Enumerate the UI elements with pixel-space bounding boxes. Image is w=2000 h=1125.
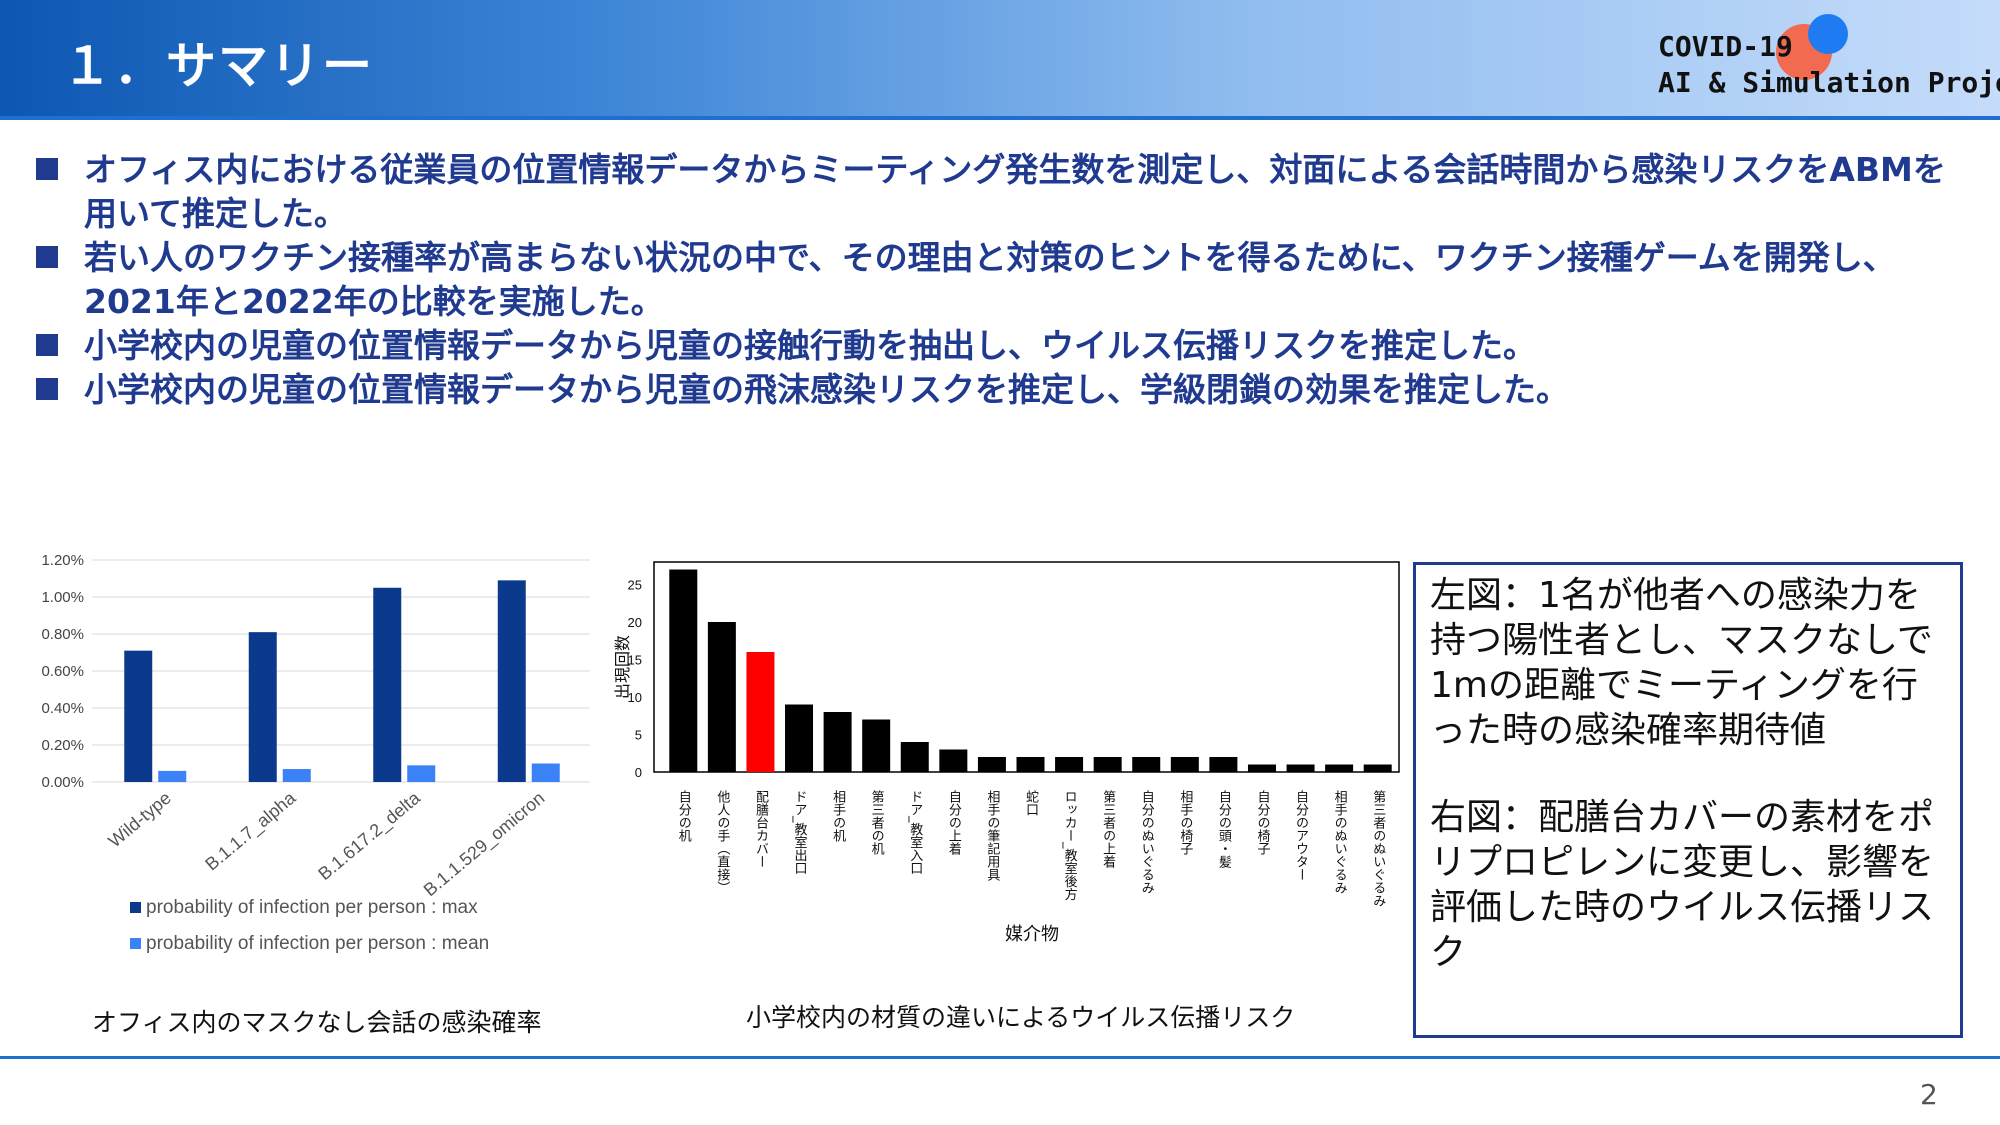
bar (862, 719, 891, 772)
logo-blue-dot-icon (1808, 14, 1848, 54)
y-tick-label: 0 (635, 765, 642, 780)
summary-item: 小学校内の児童の位置情報データから児童の接触行動を抽出し、ウイルス伝播リスクを推… (28, 324, 1978, 368)
bar (1132, 757, 1161, 772)
bar (1247, 764, 1276, 772)
summary-text: オフィス内における従業員の位置情報データからミーティング発生数を測定し、対面によ… (84, 150, 1946, 233)
bar (939, 749, 968, 772)
y-tick-label: 25 (628, 578, 642, 593)
bar-mean (531, 763, 560, 782)
bullet-square-icon (36, 334, 58, 356)
x-tick-label: Wild-type (105, 788, 175, 852)
x-tick-label: 第三者の上着 (1100, 790, 1116, 869)
x-axis-label: 媒介物 (1005, 924, 1059, 945)
y-tick-label: 10 (628, 690, 642, 705)
bar-max (248, 632, 277, 782)
transmission-medium-chart: 0 5 10 15 20 25 自分の机 他人の手（直接） 配膳台カバー ドア_教室出口 相手の机 第… (613, 561, 1400, 945)
bar (1363, 764, 1392, 772)
bar (977, 757, 1006, 772)
project-logo: COVID-19 AI & Simulation Project (1656, 14, 2000, 106)
bar-mean (282, 769, 311, 782)
bar (823, 712, 852, 772)
bar (669, 569, 698, 772)
x-tick-label: ドア_教室出口 (792, 790, 808, 875)
x-tick-label: B.1.1.529_omicron (420, 788, 549, 901)
x-tick-label: 他人の手（直接） (714, 790, 730, 894)
x-tick-label: 相手の筆記用具 (984, 790, 1000, 881)
x-tick-label: ドア_教室入口 (907, 790, 923, 875)
y-tick-label: 0.60% (41, 663, 84, 680)
footer-divider (0, 1056, 2000, 1059)
legend-label: probability of infection per person : ma… (146, 897, 478, 918)
summary-item: 小学校内の児童の位置情報データから児童の飛沫感染リスクを推定し、学級閉鎖の効果を… (28, 368, 1978, 412)
x-tick-label: 自分のぬいぐるみ (1139, 790, 1155, 894)
bar (785, 704, 814, 772)
bar (707, 622, 736, 772)
header-divider (0, 116, 2000, 120)
bar-max (373, 587, 402, 782)
x-tick-label: 相手のぬいぐるみ (1332, 790, 1348, 894)
bar-mean (158, 770, 187, 782)
y-tick-label: 5 (635, 728, 642, 743)
summary-text: 小学校内の児童の位置情報データから児童の接触行動を抽出し、ウイルス伝播リスクを推… (84, 326, 1536, 365)
chart2-caption: 小学校内の材質の違いによるウイルス伝播リスク (746, 1003, 1296, 1032)
y-tick-label: 0.00% (41, 774, 84, 791)
summary-text: 小学校内の児童の位置情報データから児童の飛沫感染リスクを推定し、学級閉鎖の効果を… (84, 370, 1569, 409)
summary-item: 若い人のワクチン接種率が高まらない状況の中で、その理由と対策のヒントを得るために… (28, 236, 1978, 324)
y-axis-label: 出現回数 (613, 635, 632, 699)
x-tick-label: 蛇口 (1023, 790, 1039, 816)
infection-probability-chart: 0.00% 0.20% 0.40% 0.60% 0.80% 1.00% 1.20% Wild-… (41, 552, 590, 954)
y-tick-label: 0.40% (41, 700, 84, 717)
x-tick-label: 自分の椅子 (1254, 790, 1270, 855)
bar (900, 742, 929, 772)
y-tick-label: 20 (628, 615, 642, 630)
x-tick-label: 第三者の机 (869, 790, 885, 856)
legend-swatch (130, 938, 141, 949)
notes-box: 左図：1名が他者への感染力を持つ陽性者とし、マスクなしで1mの距離でミーティング… (1413, 562, 1963, 1038)
x-tick-label: 自分の上着 (946, 790, 962, 856)
bar (1055, 757, 1084, 772)
bar (746, 652, 775, 772)
bar (1325, 764, 1354, 772)
x-tick-label: B.1.1.7_alpha (201, 787, 300, 875)
x-tick-label: 配膳台カバー (753, 790, 769, 868)
x-tick-label: 相手の椅子 (1177, 790, 1193, 855)
x-tick-label: ロッカー_教室後方 (1062, 790, 1078, 902)
logo-line-1: COVID-19 (1658, 30, 1793, 63)
bar (1016, 757, 1045, 772)
summary-list: オフィス内における従業員の位置情報データからミーティング発生数を測定し、対面によ… (28, 148, 1978, 412)
bar-max (124, 650, 153, 782)
x-tick-label: 自分の頭・髪 (1216, 790, 1232, 868)
page-title: １．サマリー (62, 37, 374, 95)
bar-mean (407, 765, 436, 782)
bullet-square-icon (36, 378, 58, 400)
logo-line-2: AI & Simulation Project (1658, 66, 2000, 99)
x-tick-label: B.1.617.2_delta (314, 787, 425, 885)
bar (1093, 757, 1122, 772)
chart1-caption: オフィス内のマスクなし会話の感染確率 (92, 1008, 542, 1037)
summary-text: 若い人のワクチン接種率が高まらない状況の中で、その理由と対策のヒントを得るために… (84, 238, 1896, 321)
note-right-figure: 右図：配膳台カバーの素材をポリプロピレンに変更し、影響を評価した時のウイルス伝播… (1430, 797, 1935, 973)
bar (1286, 764, 1315, 772)
bar (1170, 757, 1199, 772)
note-left-figure: 左図：1名が他者への感染力を持つ陽性者とし、マスクなしで1mの距離でミーティング… (1430, 575, 1933, 751)
x-tick-label: 相手の机 (830, 790, 846, 843)
bar-max (497, 580, 526, 782)
bar (1209, 757, 1238, 772)
bullet-square-icon (36, 158, 58, 180)
x-tick-label: 第三者のぬいぐるみ (1370, 790, 1386, 907)
x-tick-label: 自分のアウター (1293, 790, 1309, 881)
header-banner (0, 0, 2000, 116)
legend-swatch (130, 902, 141, 913)
y-tick-label: 1.00% (41, 589, 84, 606)
y-tick-label: 0.20% (41, 737, 84, 754)
x-tick-label: 自分の机 (676, 790, 692, 843)
y-tick-label: 0.80% (41, 626, 84, 643)
summary-item: オフィス内における従業員の位置情報データからミーティング発生数を測定し、対面によ… (28, 148, 1978, 236)
y-tick-label: 15 (628, 653, 642, 668)
y-tick-label: 1.20% (41, 552, 84, 569)
legend-label: probability of infection per person : me… (146, 933, 489, 954)
bullet-square-icon (36, 246, 58, 268)
page-number: 2 (1920, 1078, 1938, 1111)
